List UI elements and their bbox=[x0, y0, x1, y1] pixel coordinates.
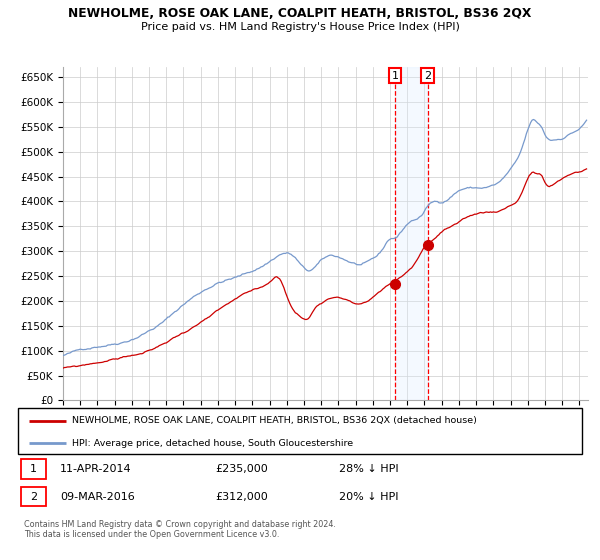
Text: 09-MAR-2016: 09-MAR-2016 bbox=[60, 492, 135, 502]
Bar bbox=[21, 459, 46, 479]
Text: HPI: Average price, detached house, South Gloucestershire: HPI: Average price, detached house, Sout… bbox=[71, 439, 353, 448]
Text: 1: 1 bbox=[30, 464, 37, 474]
Text: Contains HM Land Registry data © Crown copyright and database right 2024.
This d: Contains HM Land Registry data © Crown c… bbox=[24, 520, 336, 539]
Text: £235,000: £235,000 bbox=[215, 464, 268, 474]
Bar bbox=[21, 487, 46, 506]
Bar bbox=[395, 67, 428, 400]
Text: 1: 1 bbox=[391, 71, 398, 81]
Text: NEWHOLME, ROSE OAK LANE, COALPIT HEATH, BRISTOL, BS36 2QX (detached house): NEWHOLME, ROSE OAK LANE, COALPIT HEATH, … bbox=[71, 416, 476, 425]
Text: 2: 2 bbox=[30, 492, 37, 502]
Text: 20% ↓ HPI: 20% ↓ HPI bbox=[340, 492, 399, 502]
Text: 11-APR-2014: 11-APR-2014 bbox=[60, 464, 132, 474]
Text: NEWHOLME, ROSE OAK LANE, COALPIT HEATH, BRISTOL, BS36 2QX: NEWHOLME, ROSE OAK LANE, COALPIT HEATH, … bbox=[68, 7, 532, 20]
Text: £312,000: £312,000 bbox=[215, 492, 268, 502]
Text: Price paid vs. HM Land Registry's House Price Index (HPI): Price paid vs. HM Land Registry's House … bbox=[140, 22, 460, 32]
Text: 28% ↓ HPI: 28% ↓ HPI bbox=[340, 464, 399, 474]
Text: 2: 2 bbox=[424, 71, 431, 81]
